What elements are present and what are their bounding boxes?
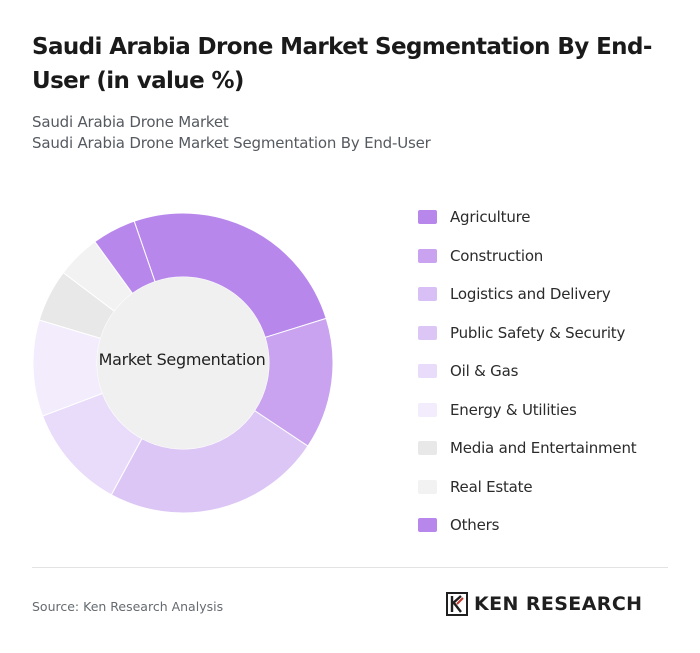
legend-item-others: Others (418, 506, 636, 545)
donut-chart (32, 212, 334, 514)
legend-item-public-safety-security: Public Safety & Security (418, 314, 636, 353)
logo-text: KEN RESEARCH (474, 593, 643, 615)
legend-swatch (418, 210, 437, 225)
legend-item-media-and-entertainment: Media and Entertainment (418, 429, 637, 468)
legend-label: Construction (450, 246, 544, 265)
legend-label: Oil & Gas (450, 362, 519, 381)
donut-slice-agriculture (133, 212, 327, 339)
legend-label: Public Safety & Security (450, 323, 626, 342)
legend-label: Others (450, 516, 500, 535)
subtitle-segmentation: Saudi Arabia Drone Market Segmentation B… (32, 134, 431, 152)
legend-swatch (418, 518, 437, 533)
donut-center-label: Market Segmentation (98, 350, 266, 369)
footer-divider (32, 567, 668, 568)
chart-legend: Agriculture Construction Logistics and Del… (418, 198, 637, 545)
legend-label: Media and Entertainment (450, 439, 637, 458)
legend-label: Logistics and Delivery (450, 285, 611, 304)
legend-item-agriculture: Agriculture (418, 198, 636, 237)
ken-research-logo-icon (446, 592, 468, 616)
legend-swatch (418, 248, 437, 263)
legend-swatch (418, 364, 437, 379)
chart-title: Saudi Arabia Drone Market Segmentation B… (32, 34, 652, 94)
legend-item-construction: Construction (418, 237, 636, 276)
legend-item-real-estate: Real Estate (418, 468, 636, 507)
legend-label: Real Estate (450, 477, 533, 496)
ken-research-logo: KEN RESEARCH (446, 592, 642, 616)
legend-item-logistics-and-delivery: Logistics and Delivery (418, 275, 636, 314)
source-note: Source: Ken Research Analysis (32, 599, 224, 614)
legend-label: Agriculture (450, 208, 531, 227)
legend-swatch (418, 479, 437, 494)
legend-swatch (418, 287, 437, 302)
legend-swatch (418, 402, 437, 417)
legend-item-energy-utilities: Energy & Utilities (418, 391, 636, 430)
legend-swatch (418, 441, 437, 456)
legend-swatch (418, 325, 437, 340)
legend-label: Energy & Utilities (450, 400, 577, 419)
subtitle-market: Saudi Arabia Drone Market (32, 113, 229, 131)
legend-item-oil-gas: Oil & Gas (418, 352, 636, 391)
donut-hole (97, 277, 269, 449)
